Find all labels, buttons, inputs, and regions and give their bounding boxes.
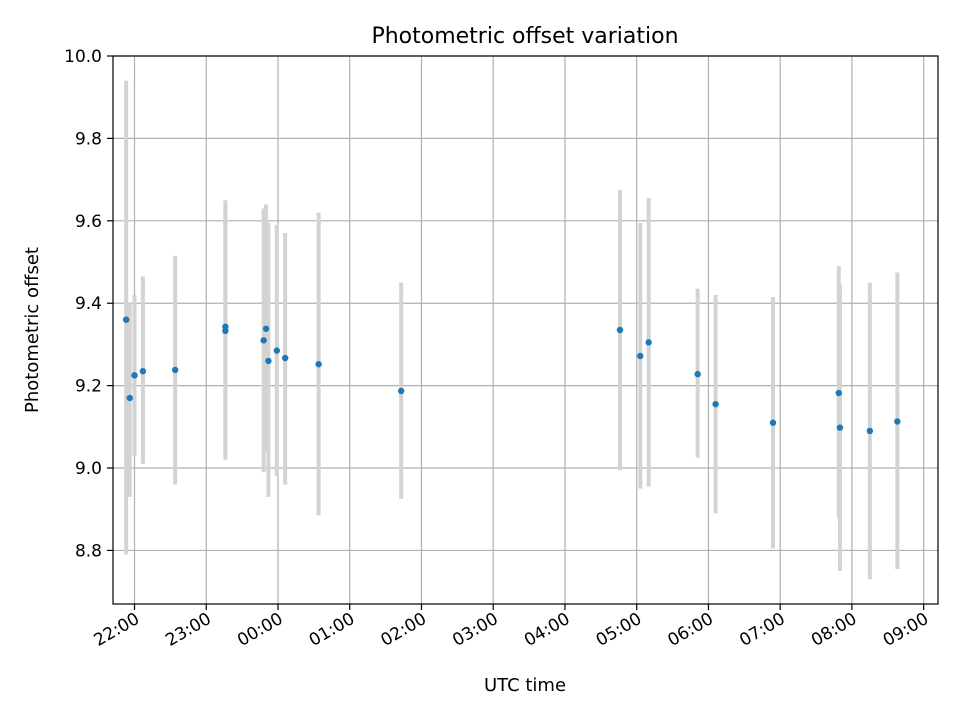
data-point	[265, 357, 272, 365]
plot-frame	[112, 55, 939, 605]
x-axis-label: UTC time	[484, 675, 566, 696]
data-point	[171, 366, 179, 374]
data-point	[222, 327, 229, 335]
data-point	[616, 326, 624, 334]
data-point	[835, 389, 842, 397]
data-point	[769, 419, 777, 426]
data-point	[645, 339, 652, 346]
y-tick-label: 8.8	[75, 541, 102, 561]
y-tick-label: 10.0	[64, 47, 102, 67]
y-tick-label: 9.8	[75, 129, 102, 149]
y-tick-label: 9.4	[75, 294, 102, 314]
y-tick-label: 9.6	[75, 212, 102, 232]
data-point	[260, 337, 267, 344]
data-point	[315, 360, 322, 368]
y-axis: 8.8 9.0 9.2 9.4 9.6 9.8 10.0	[64, 47, 113, 561]
chart-title: Photometric offset variation	[371, 24, 678, 49]
data-point	[122, 316, 130, 323]
data-point	[273, 347, 281, 354]
data-point	[866, 427, 874, 435]
data-point	[139, 368, 147, 375]
data-point	[131, 372, 138, 379]
data-point	[262, 325, 270, 332]
data-point	[397, 387, 405, 395]
data-points	[122, 316, 901, 435]
data-point	[712, 400, 719, 408]
data-point	[836, 424, 844, 431]
data-point	[694, 370, 701, 378]
data-point	[894, 418, 901, 425]
y-tick-label: 9.0	[75, 459, 102, 479]
y-tick-label: 9.2	[75, 377, 102, 397]
data-point	[281, 354, 289, 362]
data-point	[637, 352, 644, 360]
data-point	[126, 394, 133, 402]
y-axis-label: Photometric offset	[22, 247, 43, 413]
